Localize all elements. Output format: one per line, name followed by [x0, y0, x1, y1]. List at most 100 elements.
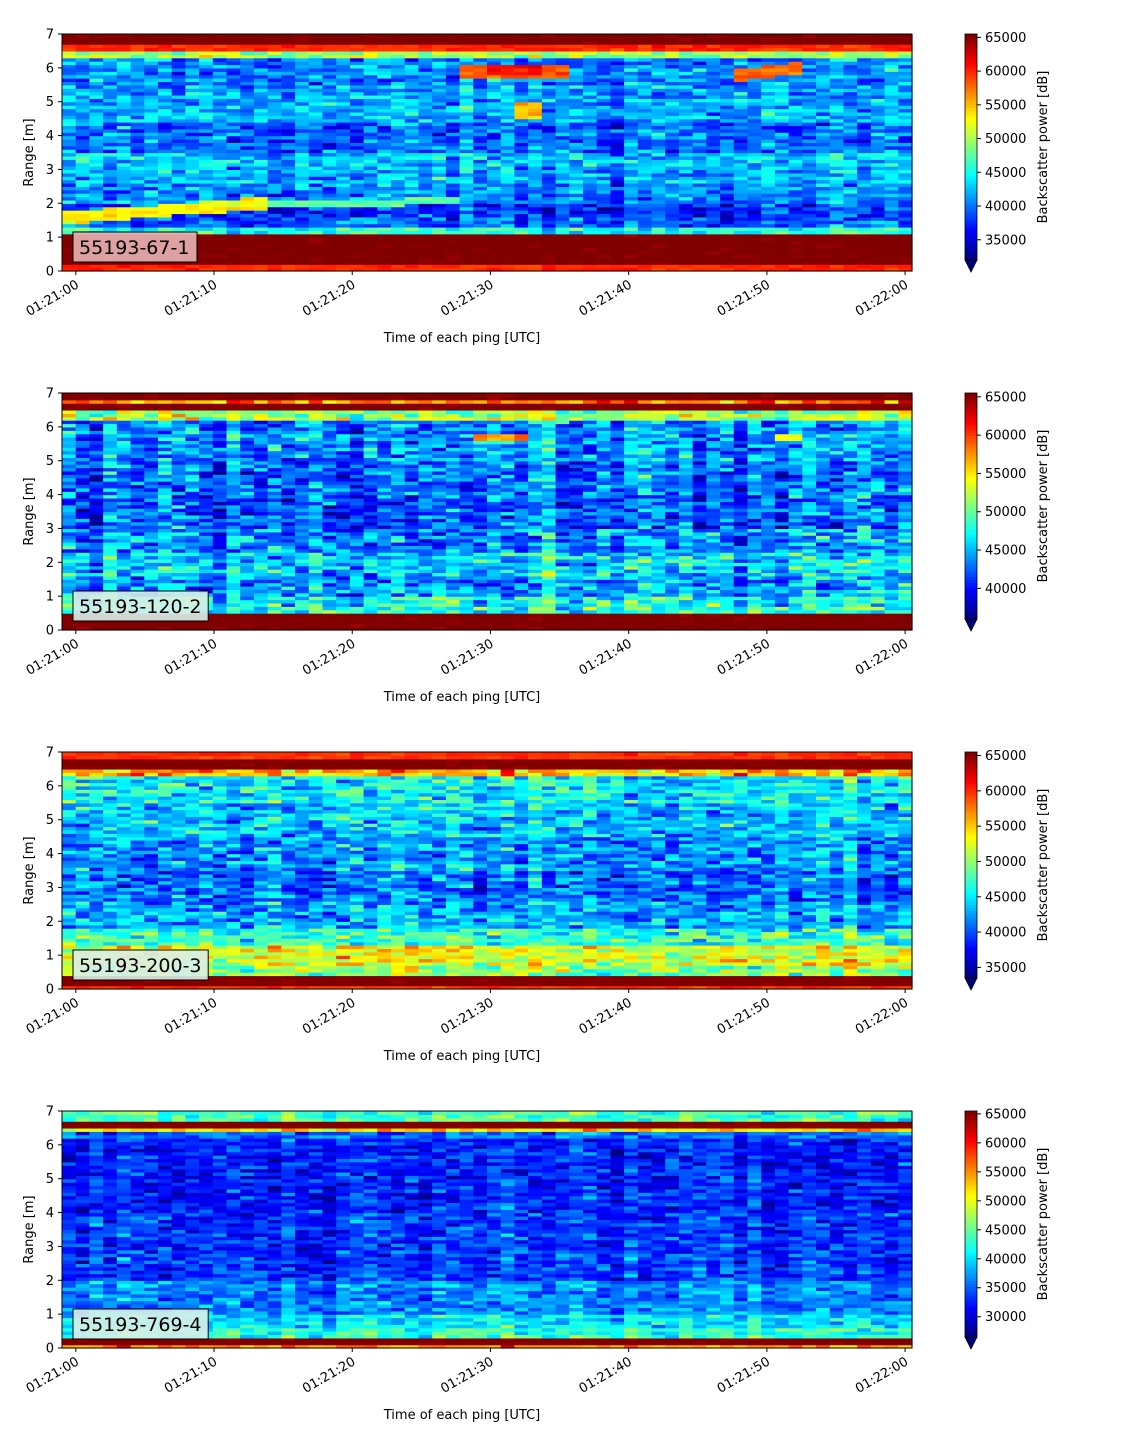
heatmap-cell [418, 94, 433, 99]
heatmap-cell [253, 145, 269, 150]
heatmap-cell [240, 145, 255, 150]
heatmap-cell [212, 98, 228, 103]
heatmap-cell [582, 57, 598, 62]
heatmap-cell [103, 172, 118, 177]
heatmap-cell [103, 94, 118, 99]
heatmap-cell [336, 34, 351, 38]
heatmap-cell [336, 240, 351, 245]
heatmap-cell [157, 74, 173, 79]
heatmap-cell [582, 47, 598, 52]
heatmap-cell [212, 105, 228, 110]
heatmap-cell [610, 210, 625, 215]
heatmap-cell [391, 220, 406, 225]
heatmap-cell [596, 67, 611, 72]
heatmap-cell [445, 162, 461, 167]
heatmap-cell [487, 122, 502, 127]
heatmap-cell [404, 81, 420, 86]
heatmap-cell [541, 210, 557, 215]
heatmap-cell [267, 91, 282, 96]
heatmap-cell [226, 250, 241, 255]
heatmap-cell [295, 216, 310, 221]
heatmap-cell [89, 179, 104, 184]
heatmap-cell [322, 182, 337, 187]
heatmap-cell [624, 179, 639, 184]
heatmap-cell [240, 40, 255, 45]
heatmap-cell [637, 71, 653, 76]
heatmap-cell [528, 40, 543, 45]
heatmap-cell [295, 226, 310, 231]
heatmap-cell [103, 122, 118, 127]
heatmap-cell [308, 88, 324, 93]
heatmap-cell [322, 162, 337, 167]
heatmap-cell [391, 267, 406, 272]
heatmap-cell [281, 230, 296, 235]
heatmap-cell [541, 172, 557, 177]
heatmap-cell [349, 186, 365, 191]
heatmap-cell [363, 264, 378, 269]
heatmap-cell [349, 213, 365, 218]
heatmap-cell [336, 105, 351, 110]
heatmap-cell [267, 54, 282, 59]
heatmap-cell [500, 247, 516, 252]
heatmap-cell [349, 142, 365, 147]
heatmap-cell [404, 47, 420, 52]
heatmap-cell [295, 138, 310, 143]
heatmap-cell [267, 199, 282, 204]
heatmap-cell [569, 193, 584, 198]
heatmap-cell [103, 71, 118, 76]
heatmap-cell [157, 142, 173, 147]
heatmap-cell [349, 206, 365, 211]
heatmap-cell [445, 81, 461, 86]
heatmap-cell [514, 267, 529, 272]
heatmap-cell [281, 176, 296, 181]
heatmap-cell [281, 118, 296, 123]
heatmap-cell [432, 47, 447, 52]
heatmap-cell [308, 94, 324, 99]
heatmap-cell [514, 203, 529, 208]
heatmap-cell [555, 193, 570, 198]
heatmap-cell [596, 172, 611, 177]
heatmap-cell [322, 155, 337, 160]
heatmap-cell [144, 44, 159, 49]
heatmap-cell [267, 264, 282, 269]
heatmap-cell [62, 226, 77, 231]
heatmap-cell [473, 61, 488, 66]
heatmap-cell [514, 237, 529, 242]
heatmap-cell [199, 196, 214, 201]
heatmap-cell [75, 125, 91, 130]
heatmap-cell [624, 203, 639, 208]
heatmap-cell [391, 216, 406, 221]
heatmap-cell [157, 196, 173, 201]
heatmap-cell [637, 213, 653, 218]
heatmap-cell [459, 243, 474, 248]
heatmap-cell [89, 61, 104, 66]
heatmap-cell [75, 91, 91, 96]
heatmap-cell [212, 193, 228, 198]
heatmap-cell [349, 128, 365, 133]
heatmap-cell [445, 128, 461, 133]
heatmap-cell [116, 105, 132, 110]
heatmap-cell [459, 223, 474, 228]
heatmap-cell [144, 152, 159, 157]
heatmap-cell [281, 135, 296, 140]
heatmap-cell [459, 91, 474, 96]
heatmap-cell [445, 223, 461, 228]
heatmap-cell [171, 64, 186, 69]
heatmap-cell [295, 111, 310, 116]
heatmap-cell [637, 260, 653, 265]
heatmap-cell [500, 132, 516, 137]
heatmap-cell [116, 149, 132, 154]
heatmap-cell [157, 108, 173, 113]
heatmap-cell [103, 135, 118, 140]
heatmap-cell [610, 230, 625, 235]
heatmap-cell [103, 155, 118, 160]
heatmap-cell [295, 267, 310, 272]
heatmap-cell [500, 220, 516, 225]
heatmap-cell [336, 54, 351, 59]
heatmap-cell [500, 34, 516, 38]
heatmap-cell [391, 247, 406, 252]
heatmap-cell [212, 138, 228, 143]
heatmap-cell [212, 91, 228, 96]
heatmap-cell [295, 223, 310, 228]
heatmap-cell [624, 152, 639, 157]
